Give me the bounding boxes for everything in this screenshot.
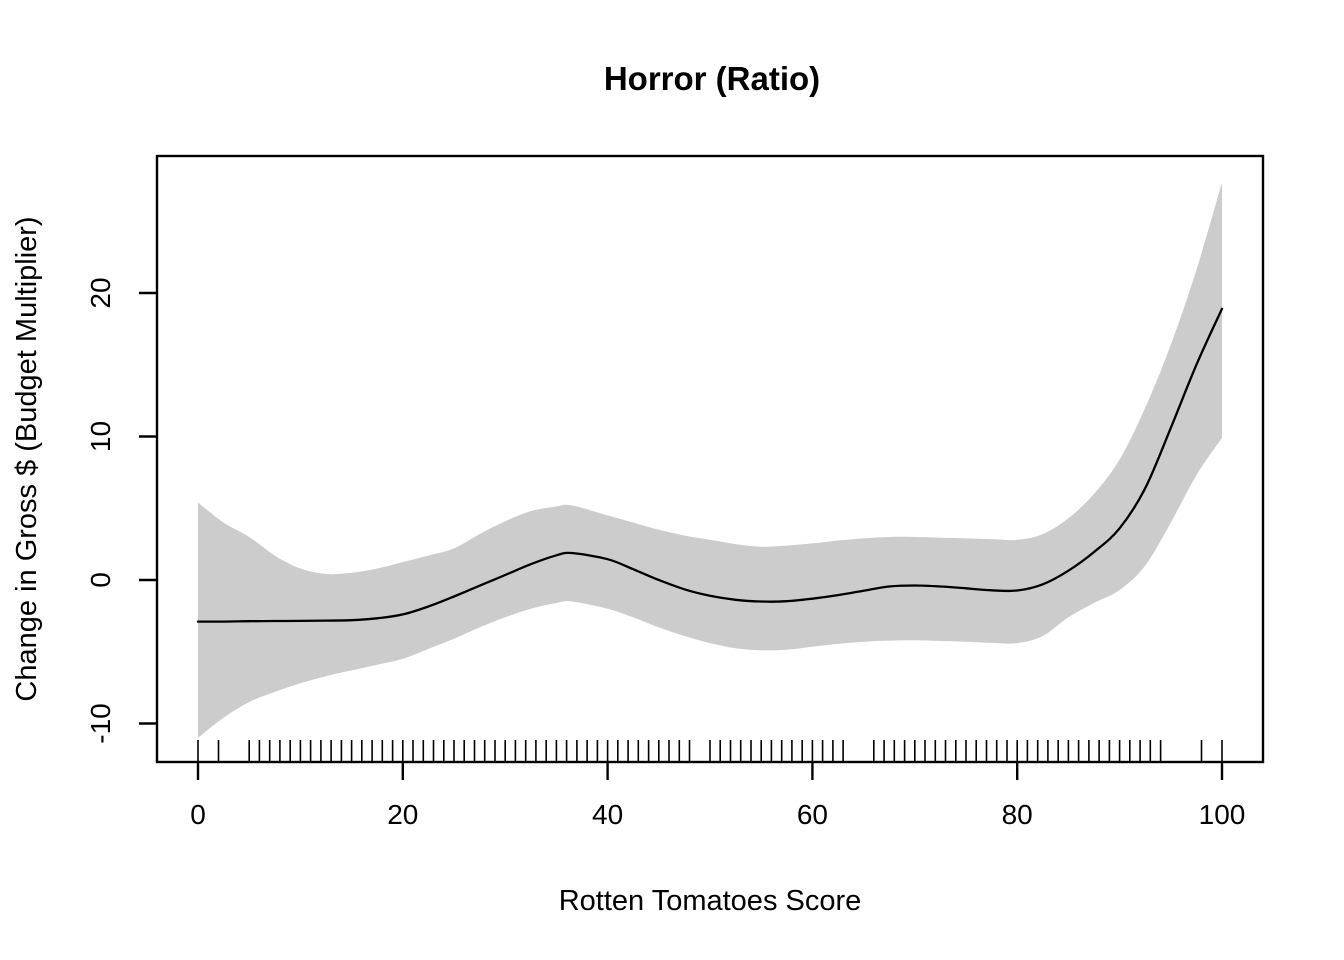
x-tick-label: 40 — [592, 799, 623, 830]
y-axis-label: Change in Gross $ (Budget Multiplier) — [11, 216, 43, 701]
plot-border — [155, 154, 1265, 764]
smooth-line — [196, 307, 1224, 623]
x-tick-label: 100 — [1199, 799, 1246, 830]
x-tick-label: 20 — [387, 799, 418, 830]
y-tick-label: 20 — [85, 277, 116, 308]
x-tick-label: 60 — [797, 799, 828, 830]
y-tick-label: -10 — [85, 703, 116, 743]
rug-marks — [197, 740, 1223, 761]
y-tick-label: 10 — [85, 421, 116, 452]
x-axis-ticks: 0 20 40 60 80 100 — [190, 762, 1245, 830]
x-axis-label: Rotten Tomatoes Score — [559, 885, 862, 917]
y-axis-ticks: -10 0 10 20 — [85, 277, 157, 744]
y-tick-label: 0 — [85, 572, 116, 588]
confidence-band — [198, 182, 1222, 738]
chart-title: Horror (Ratio) — [604, 60, 820, 97]
x-tick-label: 0 — [190, 799, 206, 830]
x-tick-label: 80 — [1002, 799, 1033, 830]
